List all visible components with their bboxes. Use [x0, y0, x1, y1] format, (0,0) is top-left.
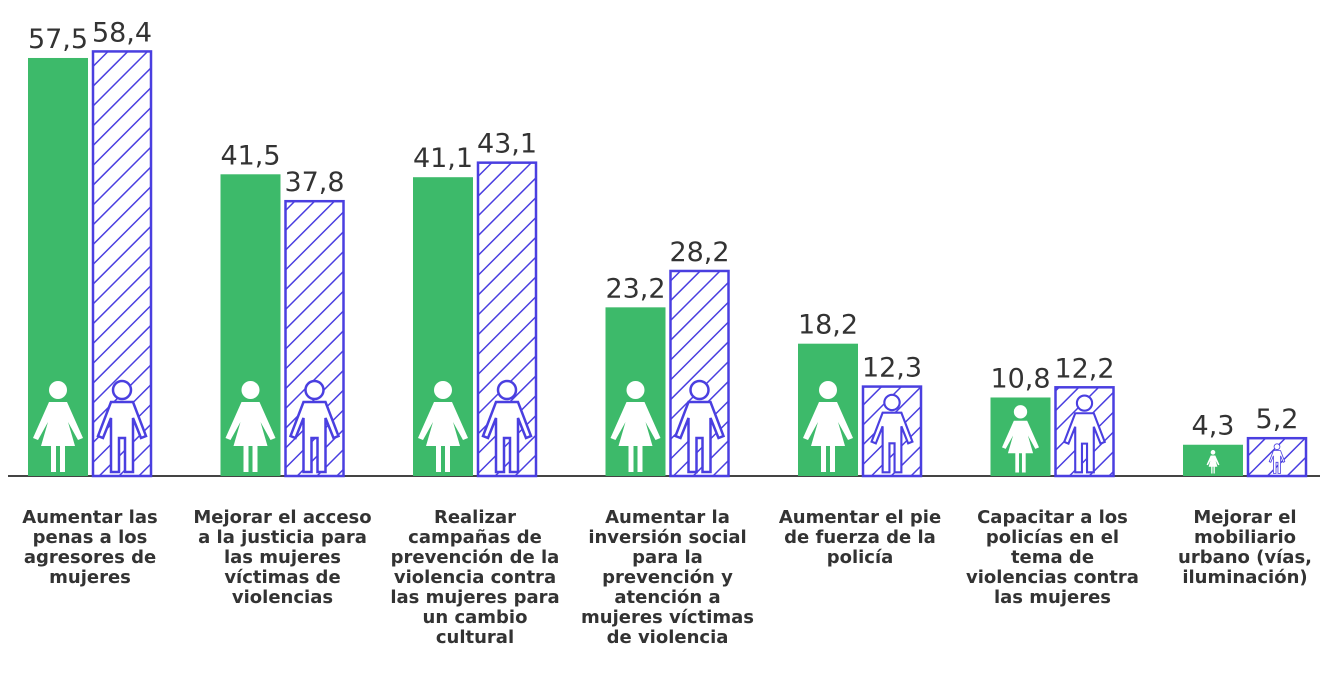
icon-body [803, 402, 853, 472]
value-label: 5,2 [1256, 404, 1299, 435]
value-label: 4,3 [1192, 411, 1235, 442]
icon-body [1206, 455, 1220, 474]
value-label: 12,3 [862, 353, 922, 384]
icon-body [96, 400, 148, 474]
woman-icon [225, 381, 276, 472]
man-icon [673, 379, 726, 474]
category-label: Realizar campañas de prevención de la vi… [390, 507, 560, 648]
man-icon [870, 393, 914, 474]
icon-head [883, 393, 901, 412]
icon-body [870, 411, 914, 474]
icon-body [418, 402, 468, 472]
woman-icon [33, 381, 83, 472]
man-icon [481, 379, 533, 474]
man-icon [96, 379, 148, 474]
category-label: Aumentar las penas a los agresores de mu… [22, 507, 158, 588]
woman-icon [610, 381, 661, 472]
icon-head [111, 379, 133, 401]
icon-head [304, 379, 325, 401]
icon-head [434, 381, 452, 399]
icon-head [1013, 405, 1028, 419]
icon-body [610, 402, 661, 472]
value-label: 28,2 [669, 237, 729, 268]
icon-body [1268, 450, 1286, 474]
icon-body [33, 402, 83, 472]
category-label: Capacitar a los policías en el tema de v… [966, 507, 1139, 608]
value-label: 41,1 [413, 143, 473, 174]
icon-head [1210, 450, 1216, 455]
woman-icon [1002, 405, 1039, 473]
value-label: 23,2 [605, 273, 665, 304]
icon-head [496, 379, 518, 401]
category-label: Aumentar la inversión social para la pre… [581, 507, 754, 648]
value-label: 41,5 [220, 140, 280, 171]
icon-head [1075, 394, 1094, 412]
icon-body [673, 400, 726, 474]
value-label: 12,2 [1054, 353, 1114, 384]
woman-icon [1206, 450, 1220, 474]
man-icon [288, 379, 341, 474]
icon-head [626, 381, 645, 399]
woman-icon [803, 381, 853, 472]
icon-body [481, 400, 533, 474]
icon-head [49, 381, 67, 399]
value-label: 18,2 [798, 310, 858, 341]
value-label: 43,1 [477, 129, 537, 160]
icon-body [288, 400, 341, 474]
icon-body [225, 402, 276, 472]
icon-body [1062, 412, 1107, 474]
man-icon [1062, 394, 1107, 474]
icon-head [241, 381, 260, 399]
category-label: Mejorar el acceso a la justicia para las… [193, 507, 372, 608]
category-label: Mejorar el mobiliario urbano (vías, ilum… [1178, 507, 1312, 588]
icon-head [689, 379, 710, 401]
bar [669, 269, 730, 478]
icon-head [1273, 443, 1281, 451]
value-label: 37,8 [284, 167, 344, 198]
value-label: 57,5 [28, 24, 88, 55]
icon-body [1002, 420, 1039, 473]
value-label: 58,4 [92, 17, 152, 48]
man-icon [1268, 443, 1286, 474]
woman-icon [418, 381, 468, 472]
category-label: Aumentar el pie de fuerza de la policía [778, 507, 942, 568]
value-label: 10,8 [990, 363, 1050, 394]
icon-head [819, 381, 837, 399]
